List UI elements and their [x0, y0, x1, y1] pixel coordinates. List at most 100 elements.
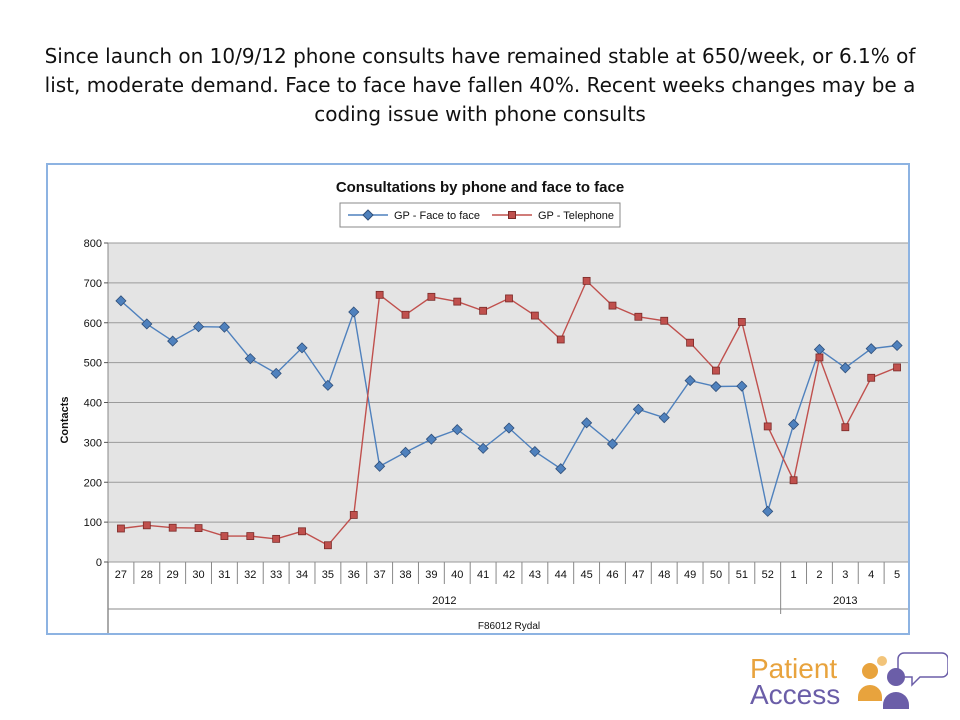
y-tick-label: 400: [84, 398, 102, 410]
data-point-phone: [505, 294, 513, 303]
y-axis-ticks: 0 100 200 300 400 500 600 700 800: [84, 238, 108, 569]
data-point-phone: [893, 363, 901, 372]
data-point-face: [167, 335, 179, 347]
people-chat-icon: [858, 652, 948, 709]
data-point-phone: [608, 301, 617, 310]
legend-marker-face: [362, 209, 374, 221]
x-tick-label: 36: [348, 569, 360, 581]
x-tick-label: 48: [658, 569, 670, 581]
series-telephone: [117, 276, 901, 550]
x-tick-label: 34: [296, 569, 308, 581]
x-tick-label: 49: [684, 569, 696, 581]
y-tick-label: 0: [96, 557, 102, 569]
x-tick-label: 50: [710, 569, 722, 581]
y-axis-label: Contacts: [59, 396, 71, 443]
data-point-face: [296, 342, 308, 354]
data-point-face: [762, 505, 774, 517]
data-point-phone: [867, 373, 876, 382]
x-tick-label: 45: [580, 569, 592, 581]
data-point-phone: [427, 292, 436, 301]
x-tick-label: 42: [503, 569, 515, 581]
data-point-face: [839, 362, 851, 374]
data-point-face: [425, 433, 437, 445]
data-point-face: [348, 306, 360, 318]
data-point-face: [684, 375, 696, 387]
data-point-face: [710, 380, 722, 393]
data-point-phone: [582, 276, 591, 285]
data-point-face: [658, 412, 670, 424]
x-tick-label: 3: [842, 569, 848, 581]
legend-label-phone: GP - Telephone: [538, 210, 614, 222]
x-tick-label: 35: [322, 569, 334, 581]
x-tick-label: 33: [270, 569, 282, 581]
logo-word-patient: Patient: [750, 653, 838, 684]
chart-title: Consultations by phone and face to face: [336, 179, 624, 196]
data-point-phone: [168, 523, 177, 532]
data-point-phone: [142, 521, 151, 530]
data-point-phone: [298, 527, 306, 536]
year-group-label: 2012: [432, 595, 456, 607]
y-tick-label: 800: [84, 238, 102, 250]
gridlines: [108, 242, 908, 563]
data-point-phone: [530, 311, 539, 320]
legend-marker-phone: [508, 211, 516, 219]
y-tick-label: 600: [84, 318, 102, 330]
x-tick-label: 29: [167, 569, 179, 581]
data-point-phone: [246, 532, 255, 540]
x-tick-label: 39: [425, 569, 437, 581]
data-point-phone: [401, 310, 410, 319]
data-point-phone: [479, 306, 488, 315]
x-axis-label: F86012 Rydal: [478, 621, 540, 632]
data-point-phone: [660, 316, 669, 325]
x-tick-label: 28: [141, 569, 153, 581]
x-tick-label: 52: [762, 569, 774, 581]
data-point-face: [270, 367, 282, 379]
x-tick-label: 46: [606, 569, 618, 581]
data-point-phone: [841, 423, 850, 432]
slide-headline: Since launch on 10/9/12 phone consults h…: [44, 44, 916, 126]
x-tick-label: 41: [477, 569, 489, 581]
x-tick-label: 38: [399, 569, 411, 581]
legend-label-face: GP - Face to face: [394, 210, 480, 222]
data-point-face: [141, 318, 153, 330]
y-tick-label: 700: [84, 278, 102, 290]
data-point-face: [529, 445, 541, 458]
x-tick-label: 44: [555, 569, 567, 581]
logo-word-access: Access: [750, 679, 841, 710]
y-tick-label: 100: [84, 517, 102, 529]
x-axis: 27 28 29 30 31 32 33 34 35 36 37 38 39 40 41 42 43 44 45 46…: [107, 562, 908, 633]
x-tick-label: 40: [451, 569, 463, 581]
data-point-face: [374, 460, 386, 472]
data-point-phone: [220, 532, 229, 540]
data-point-phone: [815, 353, 824, 362]
data-point-phone: [634, 312, 643, 321]
data-point-face: [192, 321, 205, 333]
x-tick-label: 31: [218, 569, 230, 581]
data-point-face: [891, 339, 903, 352]
data-point-face: [322, 379, 334, 391]
x-tick-label: 30: [192, 569, 204, 581]
data-point-phone: [117, 524, 125, 533]
y-tick-label: 300: [84, 437, 102, 449]
data-point-phone: [737, 318, 746, 326]
data-point-face: [244, 353, 256, 365]
x-tick-label: 32: [244, 569, 256, 581]
x-tick-label: 47: [632, 569, 644, 581]
data-point-phone: [272, 534, 281, 543]
data-point-phone: [194, 524, 203, 533]
data-point-face: [606, 438, 619, 450]
data-point-phone: [349, 511, 358, 519]
consultations-chart: Consultations by phone and face to face …: [59, 179, 908, 633]
x-tick-label: 27: [115, 569, 127, 581]
data-point-phone: [556, 335, 565, 344]
chart-frame: Consultations by phone and face to face …: [46, 163, 910, 635]
data-point-face: [218, 321, 230, 333]
year-group-label: 2013: [833, 595, 857, 607]
data-point-phone: [453, 297, 462, 306]
data-point-face: [865, 343, 877, 355]
y-tick-label: 200: [84, 477, 102, 489]
x-tick-label: 2: [816, 569, 822, 581]
data-point-face: [736, 380, 748, 392]
y-tick-label: 500: [84, 358, 102, 370]
data-point-face: [788, 418, 800, 430]
